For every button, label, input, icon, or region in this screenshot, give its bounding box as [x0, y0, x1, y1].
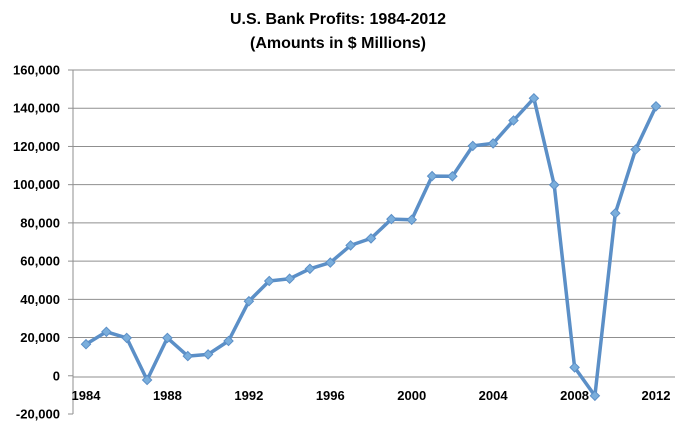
x-axis-tick-labels: 1984 1988 1992 1996 2000 2004 2008 2012 [72, 388, 671, 403]
data-point-marker [223, 335, 234, 347]
data-point-marker [467, 140, 479, 152]
data-point-marker [630, 144, 641, 155]
data-point-marker [304, 263, 316, 275]
axes [68, 69, 675, 415]
data-point-marker [406, 214, 418, 226]
x-tick-label: 1984 [72, 388, 102, 403]
data-point-marker [365, 233, 377, 244]
y-tick-label: 20,000 [20, 330, 60, 345]
x-tick-label: 1988 [153, 388, 182, 403]
y-tick-label: 0 [53, 368, 60, 383]
data-point-marker [121, 332, 133, 344]
data-point-marker [162, 332, 173, 344]
data-point-marker [569, 362, 580, 373]
x-tick-label: 1996 [316, 388, 345, 403]
x-tick-label: 2004 [479, 388, 509, 403]
data-point-marker [141, 374, 153, 386]
x-tick-label: 2008 [560, 388, 589, 403]
x-tick-label: 2000 [397, 388, 426, 403]
data-point-marker [101, 326, 112, 338]
y-tick-label: 100,000 [13, 177, 60, 192]
data-point-marker [650, 100, 662, 112]
chart-subtitle: (Amounts in $ Millions) [250, 35, 426, 52]
data-point-marker [202, 349, 214, 360]
chart-title: U.S. Bank Profits: 1984-2012 [230, 11, 446, 28]
data-point-marker [528, 92, 540, 104]
y-tick-label: 120,000 [13, 139, 60, 154]
y-tick-label: 140,000 [13, 101, 60, 116]
grid-lines [73, 69, 675, 339]
data-point-marker [263, 275, 275, 287]
y-tick-label: -20,000 [16, 407, 60, 422]
data-point-marker [508, 115, 519, 126]
data-series [80, 92, 662, 402]
data-point-marker [609, 207, 621, 219]
data-point-marker [548, 179, 560, 191]
data-point-marker [386, 213, 397, 225]
y-tick-label: 80,000 [20, 215, 60, 230]
data-point-marker [426, 170, 438, 182]
y-tick-label: 60,000 [20, 254, 60, 269]
x-tick-label: 1992 [234, 388, 263, 403]
x-tick-label: 2012 [642, 388, 671, 403]
data-point-marker [345, 240, 356, 251]
data-point-marker [80, 338, 92, 350]
series-line [84, 96, 658, 398]
data-point-marker [182, 350, 194, 362]
data-point-marker [243, 295, 255, 307]
y-axis-tick-labels: 160,000 140,000 120,000 100,000 80,000 60,000… [13, 63, 60, 422]
data-point-marker [487, 138, 499, 149]
y-tick-label: 40,000 [20, 292, 60, 307]
data-point-marker [447, 170, 458, 182]
data-point-marker [589, 390, 601, 402]
data-point-marker [284, 273, 295, 285]
data-point-marker [324, 257, 336, 268]
y-tick-label: 160,000 [13, 63, 60, 78]
